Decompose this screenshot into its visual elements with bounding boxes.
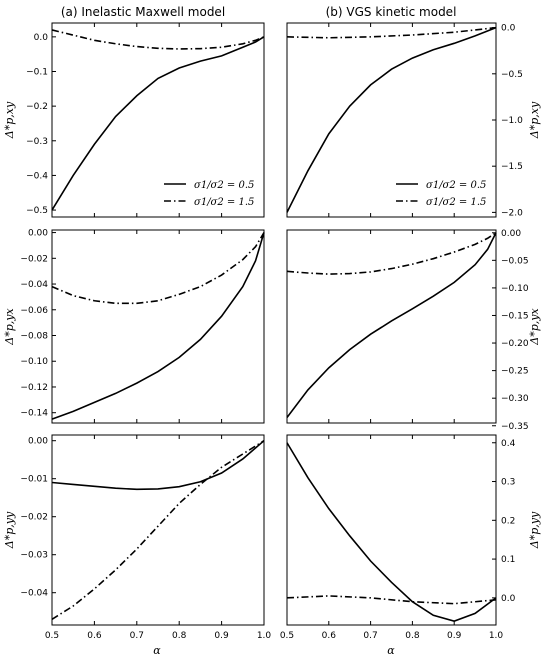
- panel-2-y-tick-label-6: −0.12: [20, 383, 48, 393]
- panel-5-y-tick-label-4: 0.0: [501, 594, 516, 604]
- panel-0-y-tick-label-4: −0.4: [26, 171, 48, 181]
- panel-4-y-tick-label-2: −0.02: [20, 513, 48, 523]
- panel-1-y-axis-label: Δ*p,xy: [528, 101, 541, 139]
- panel-5-y-tick-label-3: 0.1: [501, 555, 515, 565]
- panel-4-y-tick-label-1: −0.01: [20, 475, 48, 485]
- panel-3-y-axis-label: Δ*p,yx: [528, 308, 541, 346]
- panel-5-y-tick-label-1: 0.3: [501, 478, 515, 488]
- panel-0-y-tick-label-3: −0.3: [26, 137, 48, 147]
- panel-1-y-tick-label-3: −1.5: [501, 162, 523, 172]
- panel-4-x-tick-label-1: 0.6: [87, 631, 102, 641]
- panel-2-frame: [51, 229, 265, 424]
- panel-3-y-tick-label-4: −0.20: [501, 339, 529, 349]
- panel-5-x-tick-label-0: 0.5: [280, 631, 294, 641]
- panel-5-x-tick-label-3: 0.8: [405, 631, 420, 641]
- panel-2-y-tick-label-2: −0.04: [20, 280, 48, 290]
- panel-0-y-tick-label-2: −0.2: [26, 102, 48, 112]
- x-axis-label-right: α: [387, 644, 395, 657]
- panel-5-x-tick-label-1: 0.6: [322, 631, 337, 641]
- panel-4-y-axis-label: Δ*p,yy: [3, 511, 16, 549]
- panel-3-y-tick-label-7: −0.35: [501, 422, 529, 432]
- panel-0-y-tick-label-0: 0.0: [34, 33, 49, 43]
- panel-3-y-tick-label-6: −0.30: [501, 394, 529, 404]
- panel-2-y-tick-label-0: 0.00: [28, 229, 48, 239]
- panel-2-y-tick-label-7: −0.14: [20, 409, 48, 419]
- panel-1-y-tick-label-4: −2.0: [501, 208, 523, 218]
- panel-4-series-0: [51, 440, 265, 491]
- panel-0-y-tick-label-1: −0.1: [26, 68, 48, 78]
- panel-0-y-axis-label: Δ*p,xy: [3, 101, 16, 139]
- panel-2-series-0: [51, 232, 265, 420]
- column-title-a: (a) Inelastic Maxwell model: [61, 5, 225, 19]
- panel-0-legend-label-0: σ1/σ2 = 0.5: [194, 180, 254, 191]
- panel-2-y-tick-label-1: −0.02: [20, 254, 48, 264]
- panel-3-y-tick-label-0: 0.00: [501, 229, 521, 239]
- panel-0-y-tick-label-5: −0.5: [26, 206, 48, 216]
- panel-1-series-0: [286, 26, 497, 213]
- panel-0-series-1: [51, 29, 265, 50]
- panel-4-x-tick-label-4: 0.9: [214, 631, 229, 641]
- panel-4-y-tick-label-0: 0.00: [28, 437, 48, 447]
- panel-5-y-axis-label: Δ*p,yy: [528, 511, 541, 549]
- panel-5-y-tick-label-2: 0.2: [501, 516, 515, 526]
- panel-1-legend-label-1: σ1/σ2 = 1.5: [426, 197, 486, 208]
- panel-3-y-tick-label-2: −0.10: [501, 284, 529, 294]
- panel-5-series-1: [286, 595, 497, 605]
- panel-3-series-0: [286, 232, 497, 418]
- panel-5-series-0: [286, 442, 497, 622]
- panel-0-frame: [51, 22, 265, 218]
- panel-4-x-tick-label-3: 0.8: [172, 631, 187, 641]
- panel-5-x-tick-label-2: 0.7: [363, 631, 377, 641]
- panel-5-x-tick-label-5: 1.0: [489, 631, 504, 641]
- panel-3-frame: [286, 229, 497, 424]
- panel-1-legend-label-0: σ1/σ2 = 0.5: [426, 180, 486, 191]
- panel-5-y-tick-label-0: 0.4: [501, 439, 516, 449]
- panel-4-x-tick-label-0: 0.5: [45, 631, 59, 641]
- panel-2-y-axis-label: Δ*p,yx: [3, 308, 16, 346]
- panel-3-y-tick-label-1: −0.05: [501, 256, 529, 266]
- panel-1-y-tick-label-0: 0.0: [501, 24, 516, 34]
- panel-4-y-tick-label-3: −0.03: [20, 551, 48, 561]
- panel-0-legend-label-1: σ1/σ2 = 1.5: [194, 197, 254, 208]
- panel-1-y-tick-label-2: −1.0: [501, 116, 523, 126]
- panel-3-y-tick-label-5: −0.25: [501, 367, 529, 377]
- panel-4-x-tick-label-5: 1.0: [257, 631, 272, 641]
- panel-4-series-1: [51, 440, 265, 620]
- panel-2-y-tick-label-5: −0.10: [20, 357, 48, 367]
- panel-4-frame: [51, 434, 265, 626]
- x-axis-label-left: α: [153, 644, 161, 657]
- panel-2-y-tick-label-3: −0.06: [20, 306, 48, 316]
- panel-4-x-tick-label-2: 0.7: [130, 631, 144, 641]
- panel-1-series-1: [286, 26, 497, 39]
- panel-3-series-1: [286, 232, 497, 275]
- panel-2-y-tick-label-4: −0.08: [20, 332, 48, 342]
- panel-1-y-tick-label-1: −0.5: [501, 70, 523, 80]
- panel-0-series-0: [51, 36, 265, 211]
- panel-2-series-1: [51, 232, 265, 305]
- panel-3-y-tick-label-3: −0.15: [501, 311, 529, 321]
- panel-5-frame: [286, 434, 497, 626]
- column-title-b: (b) VGS kinetic model: [326, 5, 457, 19]
- panel-4-y-tick-label-4: −0.04: [20, 589, 48, 599]
- panel-5-x-tick-label-4: 0.9: [447, 631, 462, 641]
